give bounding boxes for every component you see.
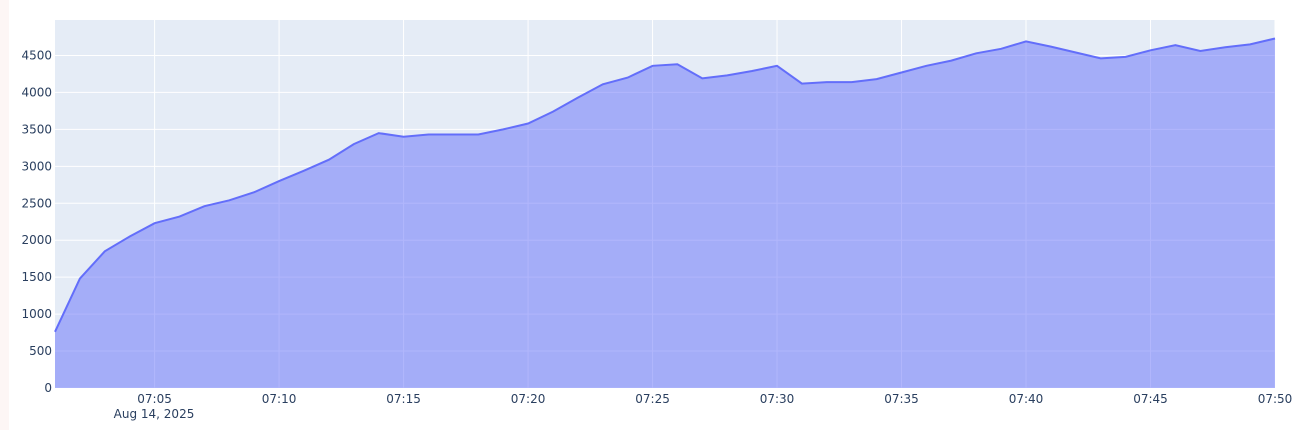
x-tick-label: 07:50	[1258, 392, 1293, 406]
x-date-label: Aug 14, 2025	[114, 407, 195, 421]
x-tick-label: 07:30	[760, 392, 795, 406]
x-tick-label: 07:25	[635, 392, 670, 406]
y-tick-label: 3500	[21, 122, 52, 136]
x-tick-label: 07:40	[1009, 392, 1044, 406]
left-edge-strip	[0, 0, 9, 430]
x-tick-label: 07:15	[386, 392, 421, 406]
y-tick-label: 2000	[21, 233, 52, 247]
y-tick-label: 0	[44, 381, 52, 395]
x-tick-label: 07:10	[262, 392, 297, 406]
x-axis: 07:05 07:10 07:15 07:20 07:25 07:30 07:35 07:40…	[137, 392, 1292, 406]
area-fill	[55, 38, 1275, 388]
x-tick-label: 07:35	[884, 392, 919, 406]
x-tick-label: 07:05	[137, 392, 172, 406]
y-tick-label: 500	[29, 344, 52, 358]
y-tick-label: 4000	[21, 85, 52, 99]
y-tick-label: 2500	[21, 196, 52, 210]
x-tick-label: 07:45	[1133, 392, 1168, 406]
x-tick-label: 07:20	[511, 392, 546, 406]
y-tick-label: 3000	[21, 159, 52, 173]
y-tick-label: 4500	[21, 48, 52, 62]
y-axis: 0 500 1000 1500 2000 2500 3000 3500 4000 4500	[21, 48, 52, 395]
y-tick-label: 1500	[21, 270, 52, 284]
y-tick-label: 1000	[21, 307, 52, 321]
series-line	[54, 37, 1276, 333]
